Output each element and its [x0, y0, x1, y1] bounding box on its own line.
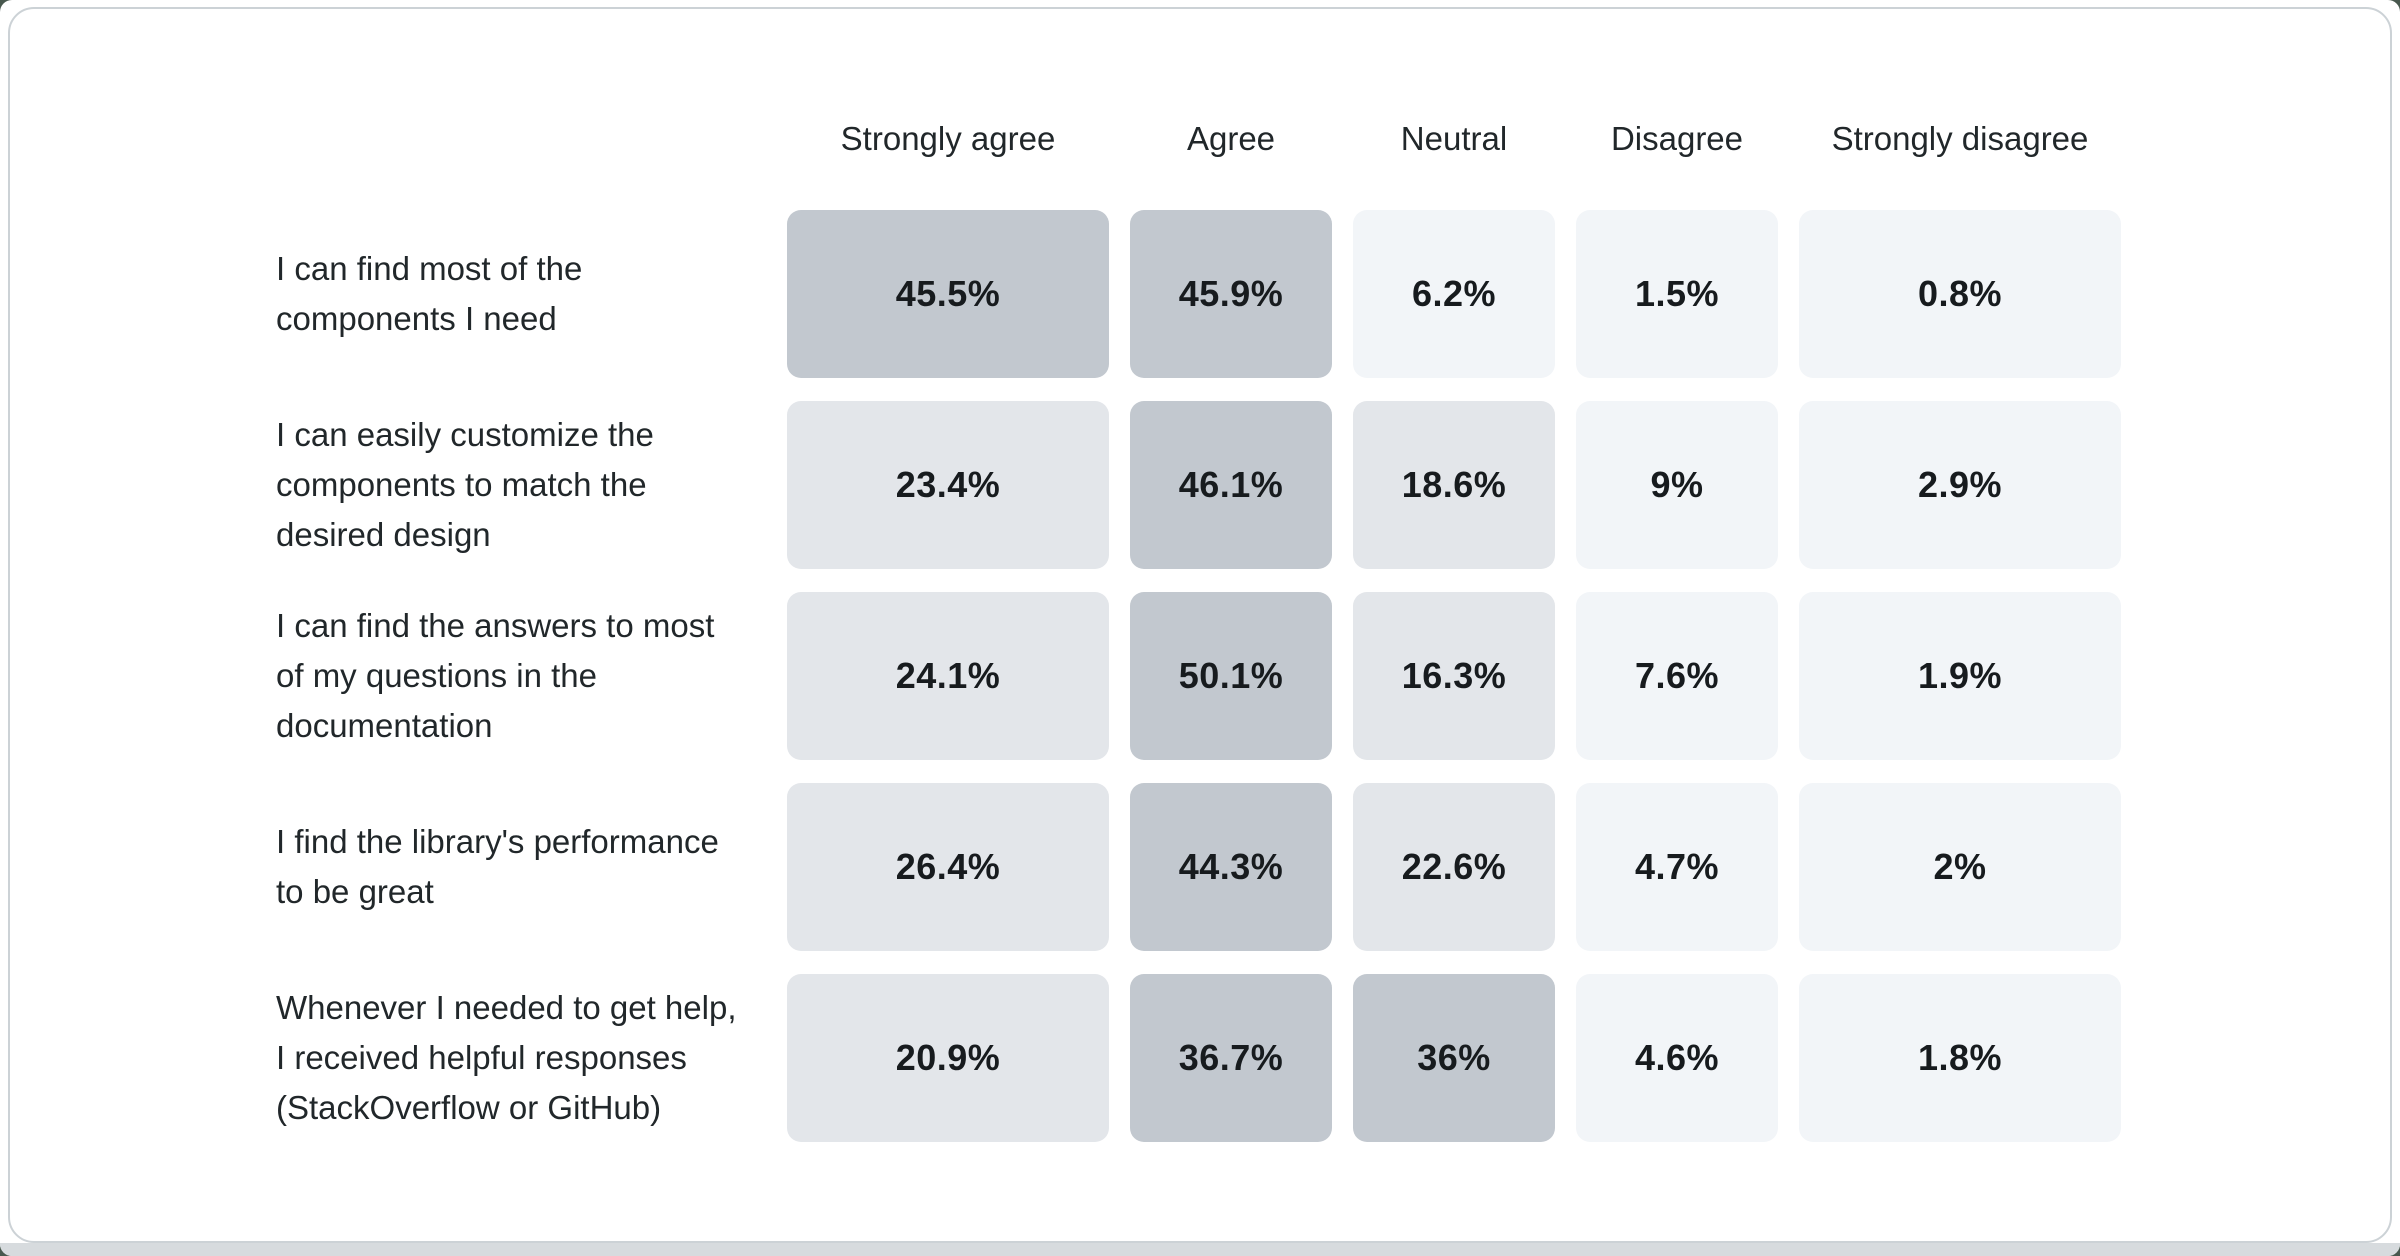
cell-value: 7.6% — [1634, 655, 1720, 696]
heatmap-cell: 50.1% — [1130, 592, 1332, 760]
column-header-disagree: Disagree — [1610, 120, 1744, 157]
heatmap-cell: 24.1% — [787, 592, 1109, 760]
cell-value: 1.8% — [1917, 1037, 2003, 1078]
row-question-label: Whenever I needed to get help, I received… — [276, 989, 737, 1126]
heatmap-cell: 23.4% — [787, 401, 1109, 569]
heatmap-cell: 7.6% — [1576, 592, 1778, 760]
cell-value: 26.4% — [895, 846, 1001, 887]
page-background-strip — [0, 1243, 2400, 1256]
heatmap-cell: 36.7% — [1130, 974, 1332, 1142]
heatmap-cell: 9% — [1576, 401, 1778, 569]
cell-value: 23.4% — [895, 464, 1001, 505]
cell-value: 4.6% — [1634, 1037, 1720, 1078]
heatmap-cell: 22.6% — [1353, 783, 1555, 951]
cell-value: 46.1% — [1178, 464, 1284, 505]
row-question-label: I can find most of the components I need — [276, 250, 583, 337]
cell-value: 22.6% — [1401, 846, 1507, 887]
row-question-label: I can find the answers to most of my ques… — [276, 607, 715, 744]
column-header-neutral: Neutral — [1400, 120, 1508, 157]
column-header-strongly-agree: Strongly agree — [840, 120, 1056, 157]
cell-value: 36% — [1417, 1037, 1491, 1078]
column-header-agree: Agree — [1186, 120, 1276, 157]
cell-value: 0.8% — [1917, 273, 2003, 314]
row-question-label: I find the library's performance to be gr… — [276, 823, 719, 910]
cell-value: 36.7% — [1178, 1037, 1284, 1078]
cell-value: 45.9% — [1178, 273, 1284, 314]
cell-value: 18.6% — [1401, 464, 1507, 505]
cell-value: 2.9% — [1917, 464, 2003, 505]
heatmap-cell: 1.5% — [1576, 210, 1778, 378]
corner-spacer — [276, 91, 766, 187]
cell-value: 2% — [1933, 846, 1987, 887]
heatmap-cell: 1.9% — [1799, 592, 2121, 760]
heatmap-cell: 2.9% — [1799, 401, 2121, 569]
cell-value: 50.1% — [1178, 655, 1284, 696]
heatmap-cell: 4.7% — [1576, 783, 1778, 951]
cell-value: 9% — [1650, 464, 1704, 505]
heatmap-cell: 2% — [1799, 783, 2121, 951]
heatmap-cell: 45.5% — [787, 210, 1109, 378]
heatmap-cell: 6.2% — [1353, 210, 1555, 378]
heatmap-cell: 45.9% — [1130, 210, 1332, 378]
cell-value: 45.5% — [895, 273, 1001, 314]
row-question-label: I can easily customize the components to … — [276, 416, 654, 553]
heatmap-cell: 0.8% — [1799, 210, 2121, 378]
cell-value: 1.5% — [1634, 273, 1720, 314]
cell-value: 1.9% — [1917, 655, 2003, 696]
heatmap-cell: 26.4% — [787, 783, 1109, 951]
cell-value: 44.3% — [1178, 846, 1284, 887]
heatmap-cell: 18.6% — [1353, 401, 1555, 569]
heatmap-cell: 16.3% — [1353, 592, 1555, 760]
heatmap-cell: 44.3% — [1130, 783, 1332, 951]
heatmap-cell: 1.8% — [1799, 974, 2121, 1142]
heatmap-cell: 36% — [1353, 974, 1555, 1142]
heatmap-cell: 46.1% — [1130, 401, 1332, 569]
heatmap-cell: 20.9% — [787, 974, 1109, 1142]
cell-value: 24.1% — [895, 655, 1001, 696]
cell-value: 6.2% — [1411, 273, 1497, 314]
column-header-strongly-disagree: Strongly disagree — [1831, 120, 2089, 157]
heatmap-cell: 4.6% — [1576, 974, 1778, 1142]
survey-heatmap: Strongly agree Agree Neutral Disagree St… — [276, 91, 2121, 1142]
cell-value: 20.9% — [895, 1037, 1001, 1078]
cell-value: 4.7% — [1634, 846, 1720, 887]
cell-value: 16.3% — [1401, 655, 1507, 696]
